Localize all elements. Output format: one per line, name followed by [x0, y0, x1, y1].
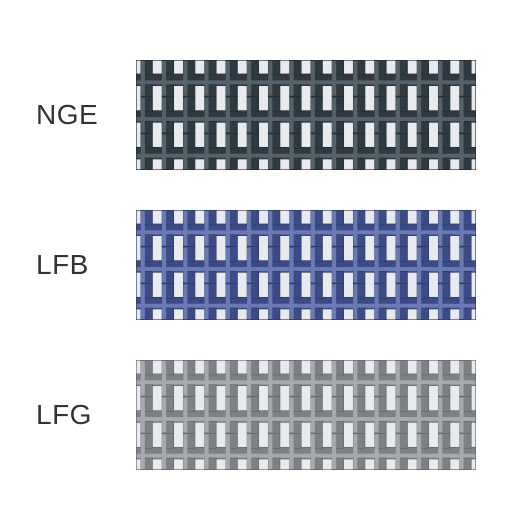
- belt-label-nge: NGE: [36, 99, 136, 131]
- belt-row-lfb: LFB: [36, 210, 476, 320]
- belt-list: NGE LFB LFG: [0, 0, 512, 530]
- belt-image-lfg: [136, 360, 476, 470]
- belt-row-lfg: LFG: [36, 360, 476, 470]
- belt-image-nge: [136, 60, 476, 170]
- belt-label-lfb: LFB: [36, 249, 136, 281]
- belt-image-lfb: [136, 210, 476, 320]
- belt-label-lfg: LFG: [36, 399, 136, 431]
- belt-row-nge: NGE: [36, 60, 476, 170]
